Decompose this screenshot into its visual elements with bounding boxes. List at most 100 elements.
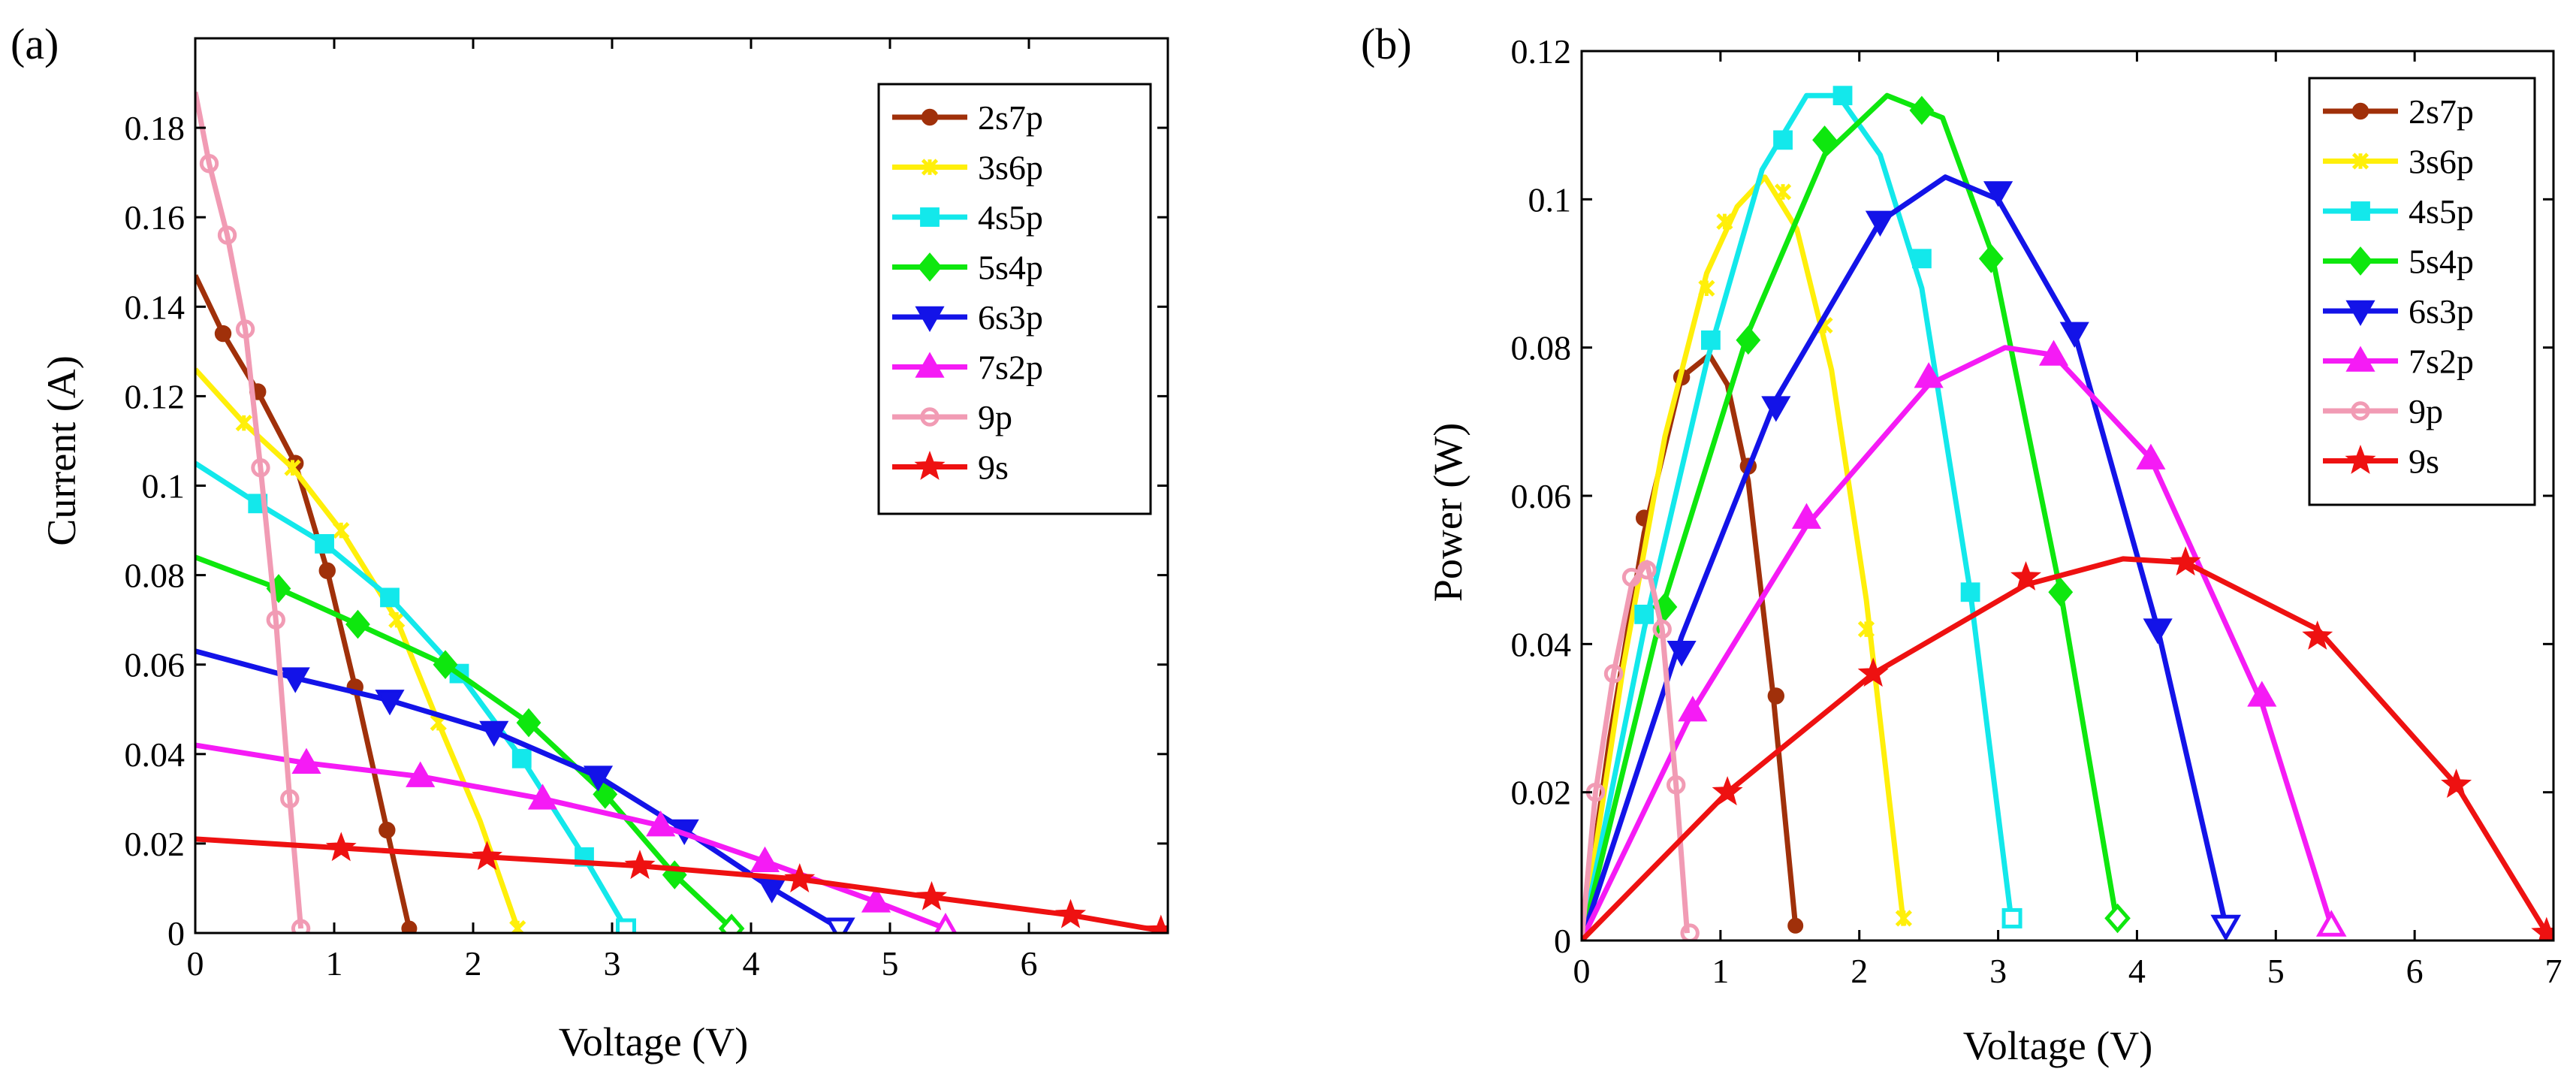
marker-7s2p-b-5 bbox=[2247, 681, 2277, 707]
y-tick-label-a-7: 0.14 bbox=[125, 288, 186, 326]
marker-9s-a-2 bbox=[624, 850, 656, 880]
marker-4s5p-a-1 bbox=[315, 534, 334, 554]
legend-marker-9p-b bbox=[2351, 401, 2370, 421]
marker-5s4p-b-3 bbox=[1909, 95, 1935, 125]
legend-b: 2s7p 3s6p 4s5p 5s4p 6s3p 7s2p 9p 9s bbox=[2308, 77, 2536, 506]
series-line-5s4p-a bbox=[195, 554, 734, 931]
marker-4s5p-b-1 bbox=[1701, 330, 1721, 350]
marker-7s2p-a-3 bbox=[646, 811, 676, 837]
marker-2s7p-a-5 bbox=[379, 821, 396, 839]
legend-marker-6s3p-a bbox=[915, 306, 945, 333]
series-7s2p-a bbox=[195, 742, 958, 933]
y-axis-title-b: Power (W) bbox=[1425, 423, 1470, 602]
series-6s3p-b bbox=[1582, 174, 2242, 941]
marker-3s6p-a-0 bbox=[235, 415, 252, 432]
y-tick-label-b-4: 0.08 bbox=[1511, 329, 1572, 367]
legend-label-3s6p-a: 3s6p bbox=[978, 149, 1043, 187]
y-tick-label-a-9: 0.18 bbox=[125, 109, 186, 147]
marker-9s-b-6 bbox=[2531, 916, 2553, 941]
marker-9p-a-4 bbox=[266, 610, 285, 630]
x-tick-label-b-3: 3 bbox=[1989, 952, 2007, 990]
legend-box-a bbox=[877, 83, 1152, 515]
legend-marker-4s5p-b bbox=[2351, 201, 2370, 221]
y-tick-label-a-3: 0.06 bbox=[125, 646, 186, 684]
series-3s6p-a bbox=[195, 367, 526, 933]
marker-9s-a-5 bbox=[1054, 898, 1087, 928]
series-line-7s2p-b bbox=[1582, 345, 2334, 941]
marker-3s6p-a-3 bbox=[388, 611, 406, 629]
marker-3s6p-b-2 bbox=[1774, 183, 1792, 201]
legend-marker-9p-a bbox=[920, 407, 940, 427]
panel-label-b: (b) bbox=[1361, 20, 1412, 68]
marker-7s2p-b-2 bbox=[1914, 362, 1944, 388]
marker-9s-b-4 bbox=[2302, 620, 2333, 650]
series-9p-b bbox=[1582, 560, 1700, 941]
axes-a: 0 1 2 3 4 5 6 0 0.02 0.04 0.06 0.08 0.1 0.12 0.14 0.16 0… bbox=[125, 37, 1169, 983]
marker-5s4p-a-2 bbox=[433, 650, 458, 680]
marker-9p-a-1 bbox=[217, 225, 237, 245]
marker-9p-b-2 bbox=[1621, 567, 1642, 587]
legend-marker-2s7p-b bbox=[2351, 102, 2369, 120]
legend-marker-7s2p-a bbox=[915, 352, 945, 378]
x-axis-title-a: Voltage (V) bbox=[559, 1019, 748, 1064]
panel-label-a: (a) bbox=[11, 20, 59, 68]
marker-5s4p-b-2 bbox=[1812, 125, 1837, 155]
series-line-4s5p-b bbox=[1582, 92, 2015, 941]
legend-marker-7s2p-b bbox=[2345, 346, 2375, 372]
marker-7s2p-b-0 bbox=[1678, 696, 1708, 722]
marker-5s4p-a-3 bbox=[516, 708, 541, 738]
legend-marker-9s-a bbox=[914, 450, 946, 480]
marker-4s5p-a-6 bbox=[616, 918, 636, 933]
x-tick-label-b-1: 1 bbox=[1712, 952, 1729, 990]
marker-6s3p-b-6 bbox=[2210, 914, 2242, 941]
legend-label-6s3p-b: 6s3p bbox=[2409, 292, 2474, 331]
x-tick-label-a-6: 6 bbox=[1021, 944, 1038, 983]
y-tick-label-b-3: 0.06 bbox=[1511, 477, 1572, 515]
y-tick-label-a-2: 0.04 bbox=[125, 735, 186, 774]
marker-9s-b-3 bbox=[2170, 546, 2201, 576]
series-7s2p-b bbox=[1582, 340, 2347, 941]
series-5s4p-b bbox=[1582, 92, 2131, 941]
legend-label-9p-b: 9p bbox=[2409, 392, 2443, 430]
legend-marker-2s7p-a bbox=[921, 108, 939, 126]
x-tick-label-a-2: 2 bbox=[465, 944, 482, 983]
series-line-7s2p-a bbox=[195, 742, 947, 931]
marker-9s-a-6 bbox=[1145, 914, 1168, 933]
marker-6s3p-b-0 bbox=[1667, 640, 1697, 667]
marker-2s7p-a-0 bbox=[214, 325, 232, 343]
marker-9p-a-5 bbox=[280, 789, 300, 809]
marker-4s5p-b-2 bbox=[1773, 130, 1793, 150]
marker-6s3p-b-4 bbox=[2059, 322, 2089, 348]
y-tick-label-b-2: 0.04 bbox=[1511, 625, 1572, 663]
series-4s5p-a bbox=[195, 460, 636, 933]
marker-9p-a-0 bbox=[199, 154, 219, 174]
legend-a: 2s7p 3s6p 4s5p 5s4p 6s3p 7s2p 9p 9s bbox=[877, 83, 1152, 515]
marker-9s-b-5 bbox=[2441, 768, 2472, 799]
marker-6s3p-b-3 bbox=[1983, 181, 2013, 207]
y-tick-label-b-1: 0.02 bbox=[1511, 774, 1572, 812]
marker-4s5p-a-2 bbox=[380, 587, 400, 608]
marker-9s-a-3 bbox=[784, 862, 816, 893]
marker-9p-b-1 bbox=[1603, 664, 1624, 684]
marker-6s3p-a-5 bbox=[757, 877, 787, 904]
marker-6s3p-b-5 bbox=[2143, 618, 2173, 645]
x-tick-label-a-4: 4 bbox=[743, 944, 760, 983]
y-tick-label-b-5: 0.1 bbox=[1528, 180, 1572, 219]
legend-label-5s4p-a: 5s4p bbox=[978, 249, 1043, 287]
x-tick-label-a-0: 0 bbox=[187, 944, 204, 983]
marker-4s5p-a-4 bbox=[511, 748, 532, 768]
series-line-9s-b bbox=[1582, 556, 2549, 941]
legend-label-6s3p-a: 6s3p bbox=[978, 298, 1043, 337]
x-tick-label-b-4: 4 bbox=[2128, 952, 2146, 990]
marker-4s5p-b-3 bbox=[1832, 86, 1853, 106]
marker-7s2p-a-0 bbox=[291, 747, 321, 774]
marker-9p-a-3 bbox=[251, 457, 270, 478]
marker-3s6p-a-5 bbox=[509, 919, 526, 933]
marker-5s4p-a-6 bbox=[718, 913, 745, 933]
marker-7s2p-b-6 bbox=[2315, 910, 2347, 937]
legend-label-9p-a: 9p bbox=[978, 398, 1012, 436]
marker-6s3p-a-2 bbox=[479, 720, 509, 747]
marker-6s3p-a-6 bbox=[825, 917, 855, 933]
axes-b: 0 1 2 3 4 5 6 7 0 0.02 0.04 0.06 0.08 0.1 0.12 bbox=[1511, 32, 2562, 990]
x-tick-label-a-5: 5 bbox=[882, 944, 899, 983]
